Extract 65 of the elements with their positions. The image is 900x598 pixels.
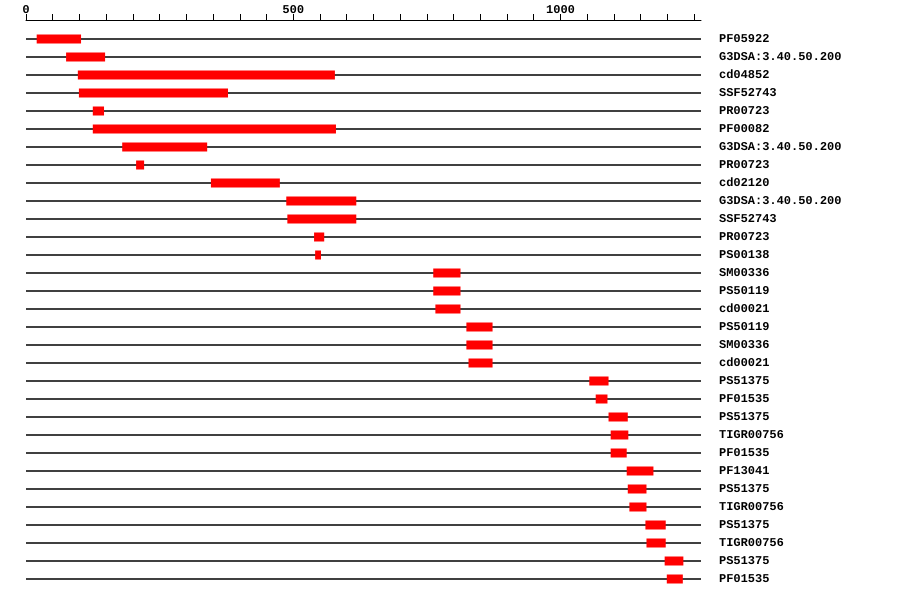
y-tick-label: G3DSA:3.40.50.200 <box>719 194 842 208</box>
y-tick-label: PR00723 <box>719 158 770 172</box>
y-tick-label: TIGR00756 <box>719 500 784 514</box>
y-tick-label: PF05922 <box>719 32 770 46</box>
y-tick-label: PF00082 <box>719 122 770 136</box>
y-tick-label: PS00138 <box>719 248 770 262</box>
y-tick-label: TIGR00756 <box>719 428 784 442</box>
y-tick-label: PF13041 <box>719 464 770 478</box>
bar <box>286 196 356 206</box>
y-tick-label: G3DSA:3.40.50.200 <box>719 50 842 64</box>
bar <box>92 106 104 116</box>
bar <box>92 124 336 134</box>
bar <box>466 340 493 350</box>
bar <box>136 160 144 170</box>
bar <box>122 142 208 152</box>
bar <box>466 322 493 332</box>
bar <box>646 538 666 548</box>
y-tick-label: SSF52743 <box>719 86 777 100</box>
y-tick-label: cd00021 <box>719 302 770 316</box>
x-tick-label: 0 <box>22 3 30 17</box>
bar <box>210 178 280 188</box>
y-tick-label: PR00723 <box>719 104 770 118</box>
y-tick-label: PS51375 <box>719 374 770 388</box>
bar <box>287 214 356 224</box>
bar <box>610 430 628 440</box>
bar <box>435 304 460 314</box>
y-tick-label: PS51375 <box>719 518 770 532</box>
bar <box>629 502 646 512</box>
bar <box>645 520 666 530</box>
y-tick-label: PR00723 <box>719 230 770 244</box>
bar <box>78 88 228 98</box>
y-tick-label: SM00336 <box>719 266 770 280</box>
bar <box>664 556 684 566</box>
y-tick-label: cd00021 <box>719 356 770 370</box>
y-tick-label: PS51375 <box>719 554 770 568</box>
bar <box>315 250 322 260</box>
y-tick-label: PS50119 <box>719 320 770 334</box>
x-tick-label: 500 <box>282 3 304 17</box>
y-tick-label: PF01535 <box>719 392 770 406</box>
y-tick-label: PF01535 <box>719 446 770 460</box>
bar <box>626 466 654 476</box>
y-tick-label: cd04852 <box>719 68 770 82</box>
y-tick-label: PS50119 <box>719 284 770 298</box>
y-tick-label: PS51375 <box>719 410 770 424</box>
bar <box>314 232 324 242</box>
bar <box>608 412 628 422</box>
y-tick-label: PF01535 <box>719 572 770 586</box>
y-tick-label: cd02120 <box>719 176 770 190</box>
x-tick-label: 1000 <box>546 3 575 17</box>
y-tick-label: TIGR00756 <box>719 536 784 550</box>
bar <box>66 52 106 62</box>
y-tick-label: PS51375 <box>719 482 770 496</box>
y-tick-label: SM00336 <box>719 338 770 352</box>
bar <box>610 448 627 458</box>
y-tick-label: G3DSA:3.40.50.200 <box>719 140 842 154</box>
bar <box>468 358 493 368</box>
bar <box>666 574 683 584</box>
y-tick-label: SSF52743 <box>719 212 777 226</box>
bar <box>596 394 608 404</box>
bar <box>36 34 82 44</box>
bar <box>433 286 460 296</box>
bar <box>433 268 460 278</box>
bar <box>628 484 646 494</box>
bar <box>78 70 335 80</box>
bar <box>589 376 609 386</box>
